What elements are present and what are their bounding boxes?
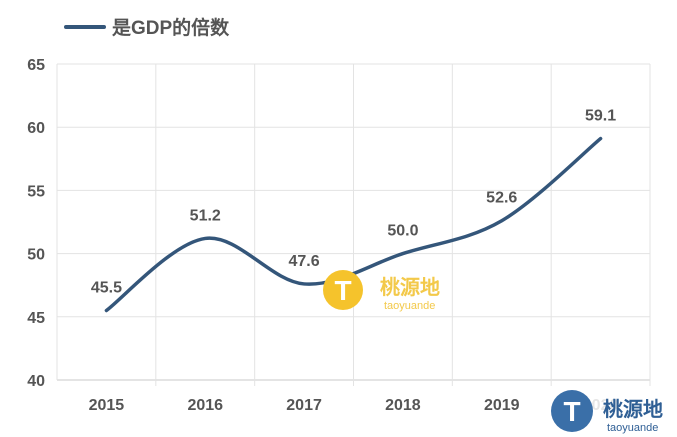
- watermark-circle: [323, 270, 363, 310]
- y-tick-label: 50: [27, 247, 45, 264]
- watermark-subtext: taoyuande: [384, 300, 435, 312]
- data-label: 45.5: [91, 279, 122, 296]
- x-tick-label: 2019: [484, 397, 520, 414]
- x-tick-label: 2018: [385, 397, 421, 414]
- watermark-logo-letter: T: [334, 275, 351, 306]
- y-tick-label: 45: [27, 310, 45, 327]
- watermark-subtext-2: taoyuande: [607, 422, 658, 434]
- y-axis-ticks: 40 45 50 55 60 65: [27, 57, 45, 390]
- y-tick-label: 65: [27, 57, 45, 74]
- y-tick-label: 60: [27, 120, 45, 137]
- y-tick-label: 40: [27, 373, 45, 390]
- watermark-logo-2: T 桃源地 taoyuande: [551, 388, 677, 437]
- legend: 是GDP的倍数: [64, 16, 230, 39]
- data-labels: 45.5 51.2 47.6 50.0 52.6 59.1: [91, 108, 616, 297]
- watermark-text: 桃源地: [380, 276, 440, 299]
- data-label: 51.2: [190, 207, 221, 224]
- legend-label: 是GDP的倍数: [112, 16, 230, 39]
- y-tick-label: 55: [27, 183, 45, 200]
- x-axis-ticks: 201520162017201820192020: [89, 397, 619, 414]
- watermark-text-2: 桃源地: [603, 398, 663, 421]
- data-label: 50.0: [387, 223, 418, 240]
- x-tick-label: 2015: [89, 397, 125, 414]
- data-label: 47.6: [289, 253, 320, 270]
- data-label: 59.1: [585, 108, 616, 125]
- data-label: 52.6: [486, 190, 517, 207]
- watermark-logo-letter-2: T: [563, 396, 580, 427]
- x-tick-label: 2016: [187, 397, 223, 414]
- watermark-logo: T 桃源地 taoyuande: [323, 270, 440, 312]
- grid: [56, 63, 651, 386]
- x-tick-label: 2017: [286, 397, 322, 414]
- watermark-circle-2: [551, 390, 593, 432]
